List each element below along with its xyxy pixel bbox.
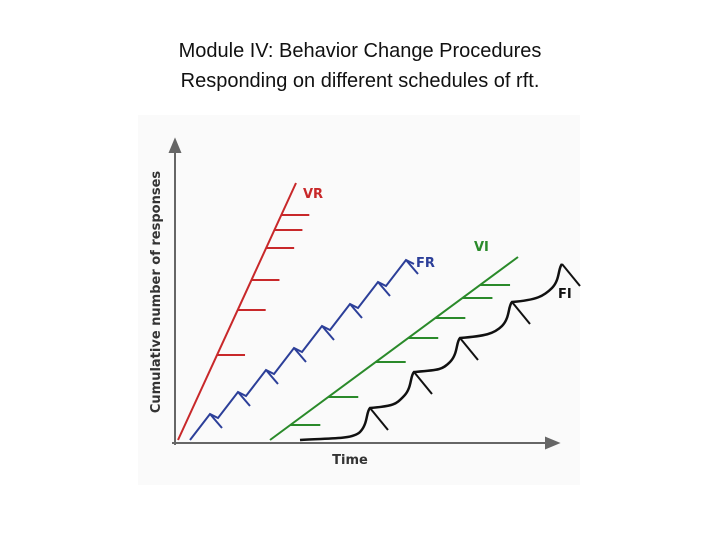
fi-line — [299, 263, 564, 442]
slide-subtitle: Responding on different schedules of rft… — [180, 70, 540, 92]
slide-title: Module IV: Behavior Change Procedures — [178, 40, 542, 62]
x-arrow — [545, 436, 561, 450]
fi-mark — [561, 263, 581, 287]
fr-mark — [405, 259, 419, 275]
fr-mark — [237, 391, 251, 407]
fr-line — [189, 258, 415, 441]
fi-mark — [369, 407, 389, 431]
x-axis-label: Time — [332, 453, 368, 468]
fr-label: FR — [416, 256, 435, 271]
figure-background — [138, 115, 580, 485]
fi-mark — [459, 337, 479, 361]
fr-mark — [377, 281, 391, 297]
vi-label: VI — [474, 240, 489, 255]
vr-label: VR — [303, 187, 323, 202]
vr-line — [177, 182, 297, 441]
curves — [177, 182, 581, 442]
fi-label: FI — [558, 287, 572, 302]
fr-mark — [349, 303, 363, 319]
fr-mark — [321, 325, 335, 341]
vi-line — [269, 256, 519, 441]
fi-mark — [511, 301, 531, 325]
y-axis-label: Cumulative number of responses — [149, 171, 164, 414]
fr-mark — [293, 347, 307, 363]
fi-mark — [413, 371, 433, 395]
fr-mark — [265, 369, 279, 385]
axes — [168, 137, 561, 450]
fr-mark — [209, 413, 223, 429]
y-arrow — [168, 137, 182, 153]
